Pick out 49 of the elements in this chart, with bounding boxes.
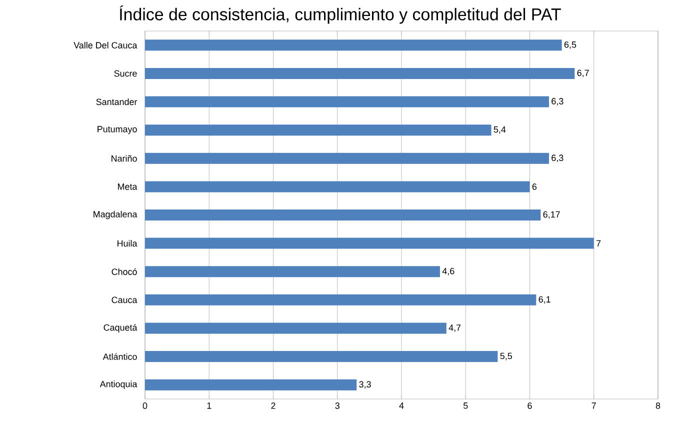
x-tick-label: 7 [592,402,596,409]
bar [145,294,536,306]
bar [145,68,575,79]
y-tick-label: Putumayo [98,126,137,134]
x-tick-label: 8 [656,402,660,409]
bar [145,124,492,136]
bar [145,40,562,51]
y-tick-label: Cauca [112,296,138,304]
bar [145,322,446,334]
x-tick-label: 5 [463,402,468,409]
y-tick-label: Sucre [114,70,137,77]
data-label: 6,17 [543,211,560,219]
bar [145,152,549,164]
bar [145,238,594,249]
data-label: 5,5 [500,352,512,360]
y-tick-label: Nariño [112,155,137,162]
bar [145,210,541,220]
bar [145,181,530,192]
data-label: 6,3 [552,98,564,106]
y-tick-label: Valle Del Cauca [74,42,138,48]
x-tick-label: 1 [207,402,212,409]
x-tick-label: 4 [399,402,404,409]
data-label: 4,7 [448,324,461,332]
data-label: 7 [596,240,601,246]
y-tick-label: Magdalena [94,210,138,220]
data-label: 6,3 [552,154,564,162]
data-label: 6 [532,184,537,190]
data-label: 6,7 [577,70,589,78]
x-tick-label: 2 [271,402,276,409]
data-label: 6,1 [538,296,550,304]
y-tick-label: Meta [118,184,138,190]
data-label: 5,4 [494,126,506,134]
x-tick-label: 0 [142,402,148,409]
y-tick-label: Antioquia [100,380,138,390]
y-tick-label: Atlántico [102,353,137,360]
bar [145,351,498,362]
data-label: 4,6 [442,268,454,276]
chart-title: Índice de consistencia, cumplimiento y completitud del PAT [120,6,561,24]
data-label: 6,5 [564,41,576,49]
x-tick-label: 6 [528,402,532,409]
bar [145,266,440,278]
bar [145,379,357,390]
data-label: 3,3 [359,381,371,389]
y-tick-label: Caquetá [104,324,138,332]
bar [145,96,549,108]
y-tick-label: Huila [118,240,138,247]
y-tick-label: Santander [96,98,138,106]
x-tick-label: 3 [335,402,340,409]
y-tick-label: Chocó [112,268,137,275]
